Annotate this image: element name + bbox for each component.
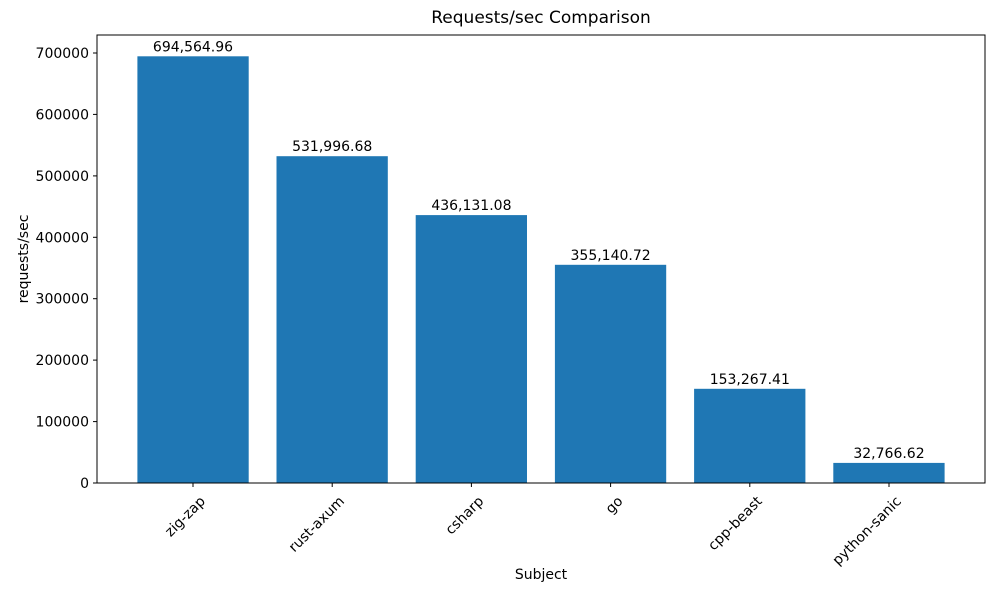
x-axis-label: Subject bbox=[514, 567, 568, 583]
y-tick-label: 100000 bbox=[36, 415, 89, 431]
y-tick-label: 200000 bbox=[36, 353, 89, 369]
bar-rust-axum bbox=[276, 156, 388, 483]
bar-value-label: 531,996.68 bbox=[292, 139, 372, 155]
bar-zig-zap bbox=[137, 56, 249, 484]
bar-value-label: 355,140.72 bbox=[571, 248, 651, 264]
x-tick-label-rust-axum: rust-axum bbox=[286, 494, 348, 556]
bar-python-sanic bbox=[833, 462, 945, 483]
bar-go bbox=[554, 264, 667, 483]
bar-value-label: 694,564.96 bbox=[153, 39, 233, 55]
axes-spines bbox=[96, 34, 986, 484]
y-tick-label: 700000 bbox=[36, 46, 89, 62]
y-tick-label: 300000 bbox=[36, 292, 89, 308]
y-tick-label: 0 bbox=[80, 476, 89, 492]
bar-csharp bbox=[415, 215, 527, 483]
bar-value-label: 153,267.41 bbox=[710, 372, 790, 388]
y-tick-label: 400000 bbox=[36, 230, 89, 246]
y-tick-label: 500000 bbox=[36, 169, 89, 185]
x-tick-label-go: go bbox=[603, 494, 627, 518]
x-tick-label-cpp-beast: cpp-beast bbox=[705, 493, 766, 554]
x-tick-label-zig-zap: zig-zap bbox=[162, 493, 209, 540]
bar-value-label: 436,131.08 bbox=[431, 198, 511, 214]
chart-title: Requests/sec Comparison bbox=[431, 8, 651, 28]
y-tick-label: 600000 bbox=[36, 107, 89, 123]
x-tick-label-csharp: csharp bbox=[443, 493, 488, 538]
x-tick-label-python-sanic: python-sanic bbox=[830, 494, 905, 569]
bar-cpp-beast bbox=[694, 388, 806, 483]
bar-value-label: 32,766.62 bbox=[853, 446, 924, 462]
